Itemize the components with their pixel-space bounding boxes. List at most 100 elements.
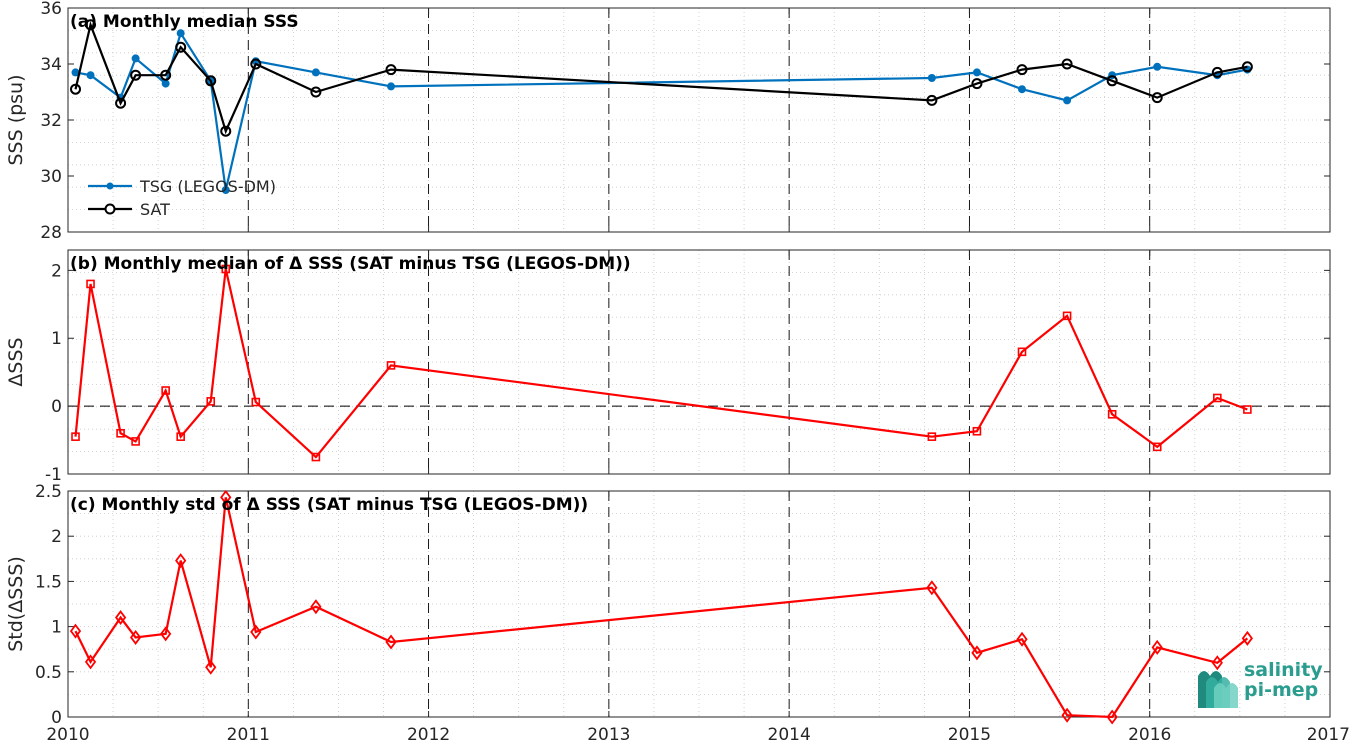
data-point [387,82,396,91]
legend-label: TSG (LEGOS-DM) [139,177,276,196]
x-tick-label: 2012 [407,725,450,745]
panel-title: (c) Monthly std of Δ SSS (SAT minus TSG … [70,495,588,515]
data-point [176,432,185,441]
data-point [116,428,125,438]
data-point [1213,393,1222,403]
series-line [74,497,1249,719]
x-axis-tick-labels: 2010 2011 2012 2013 2014 2015 2016 2017 [46,725,1350,745]
data-point [176,29,185,38]
data-point [84,654,97,670]
data-point [1107,409,1117,419]
logo-text-pi-mep: pi-mep [1244,679,1319,701]
y-tick-label: 1 [51,618,62,638]
series-delta [71,264,1252,462]
legend: TSG (LEGOS-DM) SAT [88,177,276,219]
legend-label: SAT [140,200,170,219]
data-point [1106,75,1118,87]
data-point [70,83,82,95]
x-tick-label: 2010 [46,725,89,745]
data-point [311,452,321,462]
data-point [1063,96,1072,105]
y-tick-label: 28 [40,223,62,243]
data-point [927,432,937,441]
panel-b-median-delta-sss: -1 0 1 2 ΔSSS (b) Monthly median of Δ SSS (SA… [5,249,1331,485]
data-point [1016,64,1028,76]
data-point [310,86,322,98]
data-point [175,553,187,569]
y-tick-label: 1 [51,329,62,349]
y-tick-label: 0.5 [35,663,62,683]
data-point [385,634,397,650]
data-point [206,397,216,406]
data-point [175,41,187,53]
data-point [71,432,80,441]
y-tick-label: 0 [51,708,62,728]
data-point [129,629,142,645]
data-point [86,71,95,80]
series-tsg-legos-dm- [71,29,1252,194]
y-tick-label: 2 [51,261,62,281]
data-point [115,97,127,109]
y-tick-label: 0 [51,397,62,417]
y-tick-label: -1 [45,465,62,485]
data-point [927,74,936,82]
data-point [1152,442,1162,452]
data-point [1151,92,1163,104]
panel-title: (b) Monthly median of Δ SSS (SAT minus T… [70,254,631,274]
logo-text-salinity: salinity [1244,659,1323,681]
data-point [926,94,938,106]
data-point [1211,655,1223,671]
data-point [1153,62,1162,71]
y-tick-label: 2.5 [35,482,62,502]
data-point [69,623,82,639]
data-point [251,397,261,407]
data-point [386,361,396,370]
data-point [971,78,983,90]
data-point [385,64,397,76]
waves-logo-icon [1198,671,1238,708]
data-point [86,279,95,289]
y-tick-label: 34 [40,55,62,75]
data-point [1241,61,1253,73]
series-line [74,268,1248,459]
data-point [926,580,938,596]
y-tick-label: 1.5 [35,572,62,592]
data-point [1106,709,1118,725]
data-point [250,624,262,640]
data-point [114,610,127,626]
legend-marker [106,182,114,190]
data-point [220,125,232,137]
y-axis-label: SSS (psu) [5,74,27,165]
panel-a-monthly-median-sss: 28 30 32 34 36 SSS (psu) (a) Monthly median SS… [5,0,1331,243]
data-point [160,626,172,642]
data-point [310,599,322,615]
data-point [1017,347,1027,357]
data-point [131,54,140,63]
panel-title: (a) Monthly median SSS [70,12,299,32]
x-tick-label: 2014 [768,725,811,745]
y-tick-label: 32 [40,111,62,131]
data-point [221,264,231,274]
x-tick-label: 2011 [227,725,270,745]
salinity-pi-mep-logo: salinity pi-mep [1196,660,1326,710]
y-tick-label: 2 [51,527,62,547]
data-point [205,659,217,675]
data-point [972,426,982,436]
data-point [160,69,172,81]
data-point [205,75,217,87]
y-axis-label: Std(ΔSSS) [5,556,27,652]
data-point [1061,58,1073,70]
y-tick-label: 30 [40,167,62,187]
x-tick-label: 2016 [1128,725,1171,745]
series-sat [70,19,1253,137]
x-tick-label: 2013 [587,725,630,745]
data-point [1062,311,1072,321]
data-point [1243,405,1252,414]
y-tick-label: 36 [40,0,62,19]
legend-marker [104,203,116,215]
data-point [85,19,97,31]
x-tick-label: 2017 [1307,725,1350,745]
x-tick-label: 2015 [948,725,991,745]
data-point [311,68,320,77]
